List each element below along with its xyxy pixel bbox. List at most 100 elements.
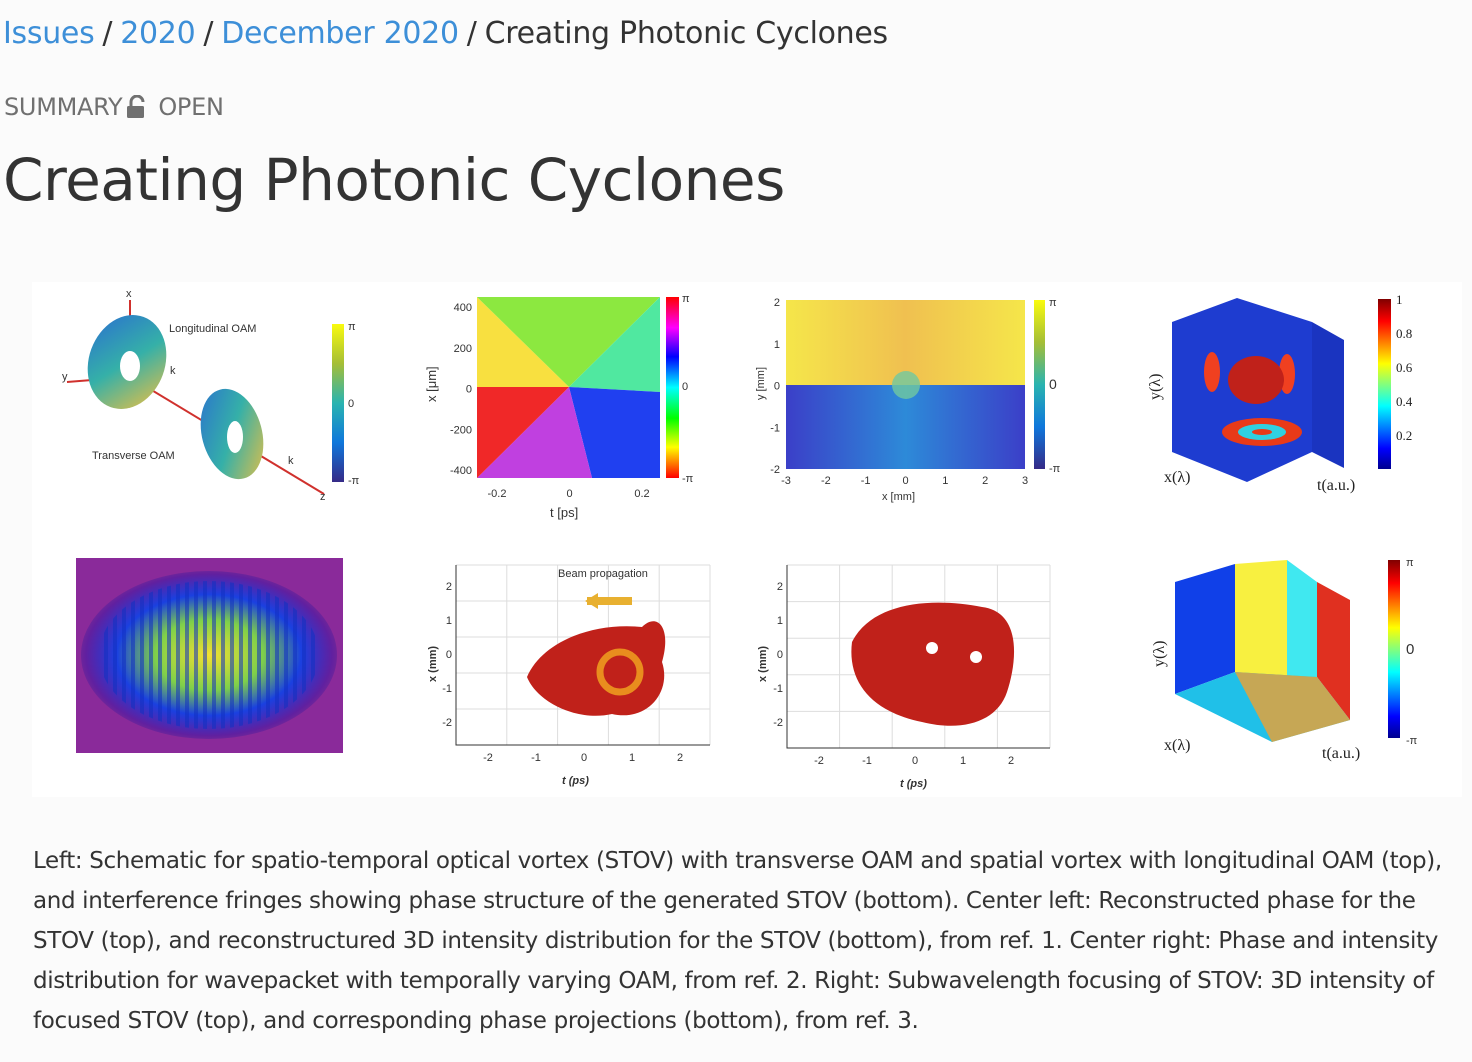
x-axis-label: x(λ) (1164, 469, 1190, 486)
tick-label: 1 (774, 339, 780, 351)
unlocked-padlock-icon (127, 95, 145, 118)
tick-label: -1 (773, 683, 783, 695)
y-axis-label: y(λ) (1151, 641, 1168, 667)
tick-label: -3 (781, 475, 791, 487)
tick-label: 0 (446, 649, 452, 661)
breadcrumb-separator: / (203, 16, 214, 51)
x-axis-label: t [ps] (550, 505, 578, 520)
tick-label: 400 (454, 302, 472, 314)
k-label: k (288, 455, 294, 467)
beam-propagation-label: Beam propagation (558, 568, 648, 580)
breadcrumb-separator: / (102, 16, 113, 51)
colorbar-label: -π (348, 475, 360, 487)
tick-label: 2 (1008, 755, 1014, 767)
x-axis-label: t (ps) (900, 778, 927, 790)
tick-label: 0 (466, 384, 472, 396)
colorbar-label: -π (682, 473, 694, 485)
stov-schematic-panel: Longitudinal OAM Transverse OAM x y z k … (62, 288, 360, 503)
tick-label: -400 (450, 465, 472, 477)
colorbar-label: π (1406, 557, 1414, 569)
x-axis-label: t (ps) (562, 775, 589, 787)
x-label: x (126, 288, 132, 300)
tick-label: 1 (942, 475, 948, 487)
colorbar-label: 1 (1396, 292, 1403, 307)
tick-label: 2 (982, 475, 988, 487)
tick-label: 0.2 (634, 488, 649, 500)
tick-label: -2 (442, 717, 452, 729)
y-label: y (62, 371, 68, 383)
tick-label: 1 (446, 615, 452, 627)
y-axis-label: x (mm) (757, 646, 769, 682)
tick-label: -0.2 (488, 488, 507, 500)
phase-projections-panel: π 0 -π y(λ) x(λ) t(a.u.) (1151, 557, 1418, 762)
tick-label: 200 (454, 343, 472, 355)
colorbar-label: 0 (1406, 641, 1414, 658)
colorbar-label: -π (1049, 463, 1061, 475)
tick-label: -1 (442, 683, 452, 695)
breadcrumb-separator: / (466, 16, 477, 51)
tick-label: 2 (446, 581, 452, 593)
colorbar-label: 0.2 (1396, 428, 1412, 443)
tick-label: 0 (774, 381, 780, 393)
tick-label: 1 (629, 752, 635, 764)
breadcrumb-december-2020[interactable]: December 2020 (221, 16, 459, 51)
y-axis-label: x (mm) (427, 646, 439, 682)
colorbar-label: π (1049, 297, 1057, 309)
figure-caption: Left: Schematic for spatio-temporal opti… (33, 848, 1442, 1034)
tick-label: -2 (483, 752, 493, 764)
y-axis-label: x [μm] (424, 366, 439, 402)
interference-fringes-panel (76, 558, 343, 753)
stov-3d-intensity-panel: 2 1 0 -1 -2 -2 -1 0 1 2 Beam propagation t (ps) x… (427, 564, 711, 787)
temporal-oam-phase-panel: π 0 -π 210-1-2-3 -2 -1 0 1 2 3 x [mm] y [mm] (755, 297, 1061, 503)
colorbar (1378, 299, 1391, 469)
tick-label: -1 (770, 422, 780, 434)
article-figure: Longitudinal OAM Transverse OAM x y z k … (32, 282, 1462, 797)
longitudinal-oam-label: Longitudinal OAM (169, 323, 256, 335)
tick-label: -1 (861, 475, 871, 487)
tick-label: -200 (450, 424, 472, 436)
tick-label: 1 (960, 755, 966, 767)
transverse-oam-label: Transverse OAM (92, 450, 175, 462)
temporal-oam-intensity-panel: 2 1 0 -1 -2 -2 -1 0 1 2 t (ps) x (mm) (757, 564, 1051, 790)
tick-label: 2 (777, 581, 783, 593)
y-axis-label: y [mm] (755, 367, 767, 400)
colorbar-label: π (348, 321, 356, 333)
figure-image: Longitudinal OAM Transverse OAM x y z k … (62, 288, 1418, 790)
tick-label: 0 (581, 752, 587, 764)
t-axis-label: t(a.u.) (1322, 745, 1360, 762)
page-title: Creating Photonic Cyclones (3, 146, 785, 214)
axis-line (786, 565, 1050, 749)
tick-label: 0 (566, 488, 572, 500)
colorbar-label: π (682, 293, 690, 305)
tick-label: -2 (814, 755, 824, 767)
tick-label: -2 (773, 717, 783, 729)
colorbar-label: 0.4 (1396, 394, 1413, 409)
tick-label: 2 (677, 752, 683, 764)
breadcrumb-issues[interactable]: Issues (3, 16, 95, 51)
tick-label: -2 (821, 475, 831, 487)
colorbar (332, 324, 344, 482)
colorbar-label: 0.8 (1396, 326, 1412, 341)
reconstructed-phase-panel: π 0 -π 400 200 0 -200 -400 -0.2 0 0.2 t [ps] x … (424, 293, 694, 520)
tick-label: 0 (912, 755, 918, 767)
focused-stov-intensity-panel: 1 0.8 0.6 0.4 0.2 y(λ) x(λ) t(a.u.) (1147, 292, 1413, 494)
y-axis-label: y(λ) (1147, 374, 1164, 400)
axis-line (455, 565, 710, 746)
access-label: OPEN (158, 93, 224, 121)
breadcrumb: Issues/2020/December 2020/Creating Photo… (3, 16, 888, 51)
colorbar (1388, 560, 1400, 738)
z-label: z (320, 491, 326, 503)
t-axis-label: t(a.u.) (1317, 477, 1355, 494)
tick-label: -1 (862, 755, 872, 767)
tick-label: 0 (902, 475, 908, 487)
tick-label: 3 (1022, 475, 1028, 487)
breadcrumb-current: Creating Photonic Cyclones (484, 16, 889, 51)
torus-hole (120, 351, 140, 381)
x-axis-label: x [mm] (882, 491, 915, 503)
tick-label: -2 (770, 464, 780, 476)
colorbar-label: 0.6 (1396, 360, 1413, 375)
colorbar-label: 0 (682, 381, 688, 393)
tick-label: 1 (777, 615, 783, 627)
torus-hole (227, 421, 243, 453)
breadcrumb-2020[interactable]: 2020 (120, 16, 196, 51)
